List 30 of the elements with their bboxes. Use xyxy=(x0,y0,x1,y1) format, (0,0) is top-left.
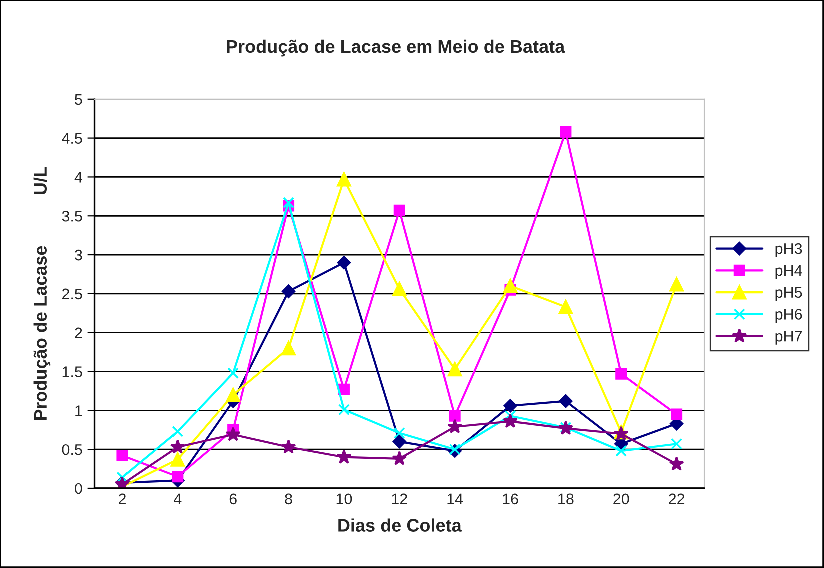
x-tick-label: 16 xyxy=(503,494,518,505)
chart-title: Produção de Lacase em Meio de Batata xyxy=(227,40,566,57)
x-axis-title: Dias de Coleta xyxy=(338,518,462,532)
legend-label: pH3 xyxy=(776,243,802,258)
x-tick-label: 8 xyxy=(285,494,292,505)
x-tick-label: 10 xyxy=(336,494,352,505)
legend-label: pH4 xyxy=(776,266,802,280)
x-tick-label: 18 xyxy=(558,494,574,505)
x-tick-label: 6 xyxy=(230,494,237,505)
legend-label: pH7 xyxy=(776,331,802,345)
y-tick-label: 0.5 xyxy=(62,444,82,456)
legend-label: pH6 xyxy=(776,309,802,323)
y-tick-label: 2.5 xyxy=(62,288,82,300)
y-tick-label: 2 xyxy=(75,328,82,338)
y-axis-title: Produção de Lacase U/L xyxy=(34,167,51,420)
y-tick-label: 4.5 xyxy=(62,133,82,144)
y-tick-label: 5 xyxy=(75,94,82,106)
y-tick-label: 1 xyxy=(76,406,82,416)
x-tick-label: 2 xyxy=(118,494,126,504)
y-tick-label: 1.5 xyxy=(62,366,82,378)
x-tick-label: 20 xyxy=(614,494,630,505)
y-tick-label: 4 xyxy=(74,172,83,183)
x-tick-label: 22 xyxy=(669,494,685,504)
y-tick-label: 3.5 xyxy=(62,210,82,222)
x-tick-label: 14 xyxy=(448,494,464,504)
x-tick-label: 4 xyxy=(174,494,182,504)
y-tick-label: 0 xyxy=(75,483,82,494)
legend-label: pH5 xyxy=(776,287,802,302)
x-tick-label: 12 xyxy=(392,494,408,504)
y-tick-label: 3 xyxy=(75,250,82,261)
